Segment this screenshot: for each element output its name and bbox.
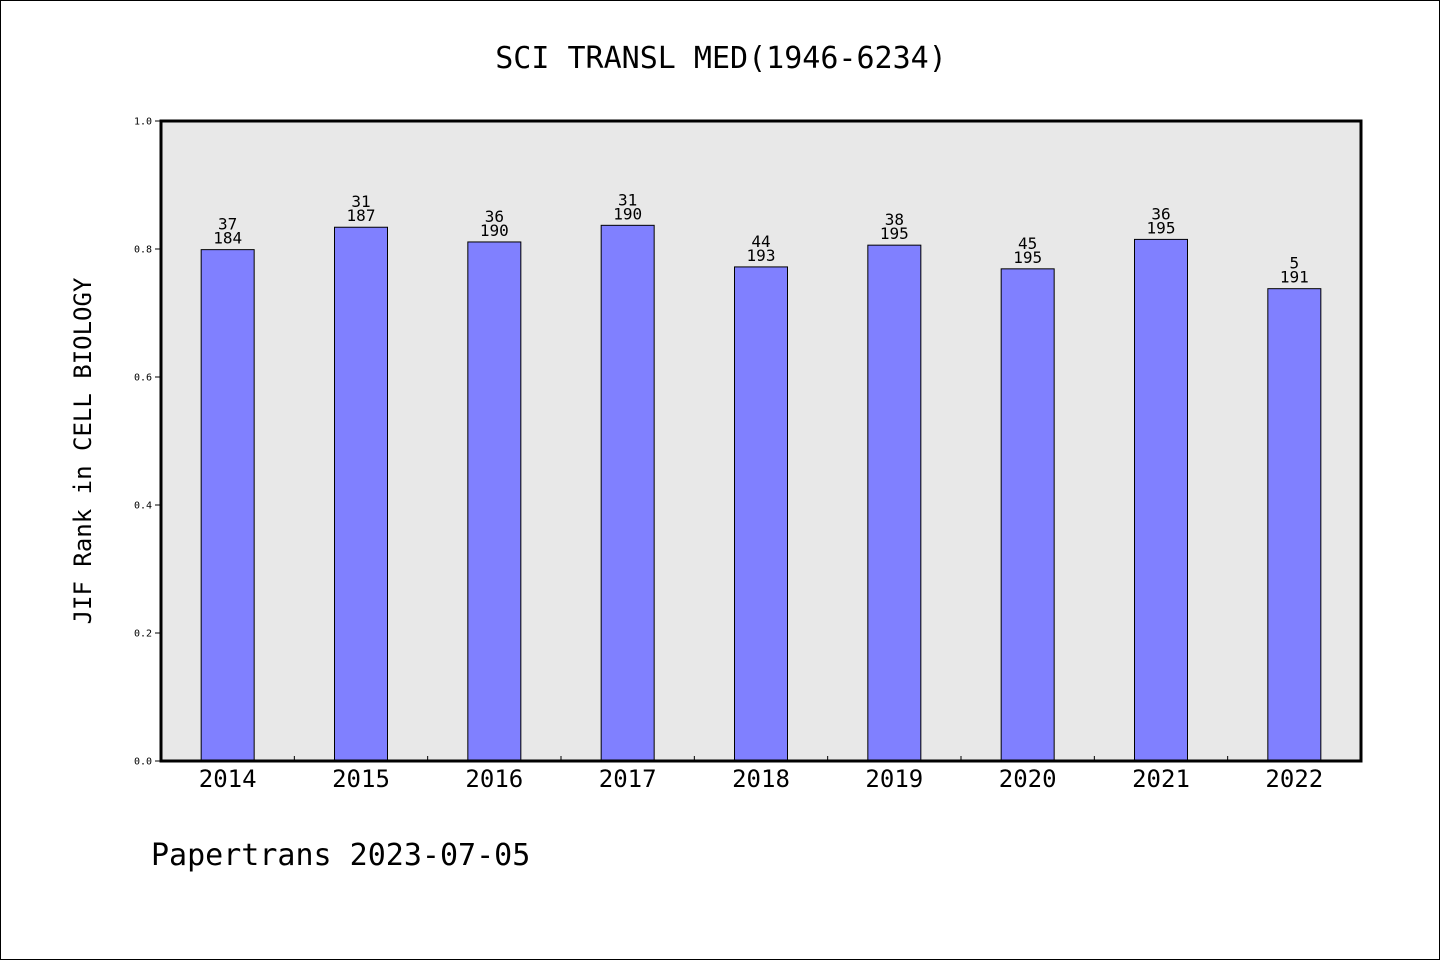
total-label-2018: 193 bbox=[747, 246, 776, 265]
bar-2019 bbox=[867, 244, 922, 762]
total-label-2014: 184 bbox=[213, 229, 242, 248]
y-tick-label-0.6: 0.6 bbox=[134, 373, 152, 384]
x-tick-label-2014: 2014 bbox=[199, 765, 257, 793]
y-axis: 0.0 0.2 0.4 0.6 0.8 1.0 bbox=[134, 117, 161, 768]
x-tick-label-2016: 2016 bbox=[465, 765, 523, 793]
chart-title: SCI TRANSL MED(1946-6234) bbox=[495, 41, 947, 76]
y-tick-label-0.4: 0.4 bbox=[134, 501, 152, 512]
rank-label-2016: 36 bbox=[485, 207, 504, 226]
total-label-2015: 187 bbox=[347, 206, 376, 225]
rank-label-2022: 5 bbox=[1290, 254, 1300, 273]
y-tick-label-0.8: 0.8 bbox=[134, 245, 152, 256]
rank-label-2021: 36 bbox=[1151, 204, 1170, 223]
y-tick-label-0.0: 0.0 bbox=[134, 757, 152, 768]
bar-2015 bbox=[334, 226, 388, 762]
plot-border bbox=[159, 119, 1363, 763]
bar-2016 bbox=[467, 241, 522, 762]
total-label-2021: 195 bbox=[1147, 218, 1176, 237]
y-tick-label-0.2: 0.2 bbox=[134, 629, 152, 640]
rank-label-2017: 31 bbox=[618, 190, 637, 209]
total-label-2022: 191 bbox=[1280, 268, 1309, 287]
footer-credit: Papertrans 2023-07-05 bbox=[151, 838, 530, 873]
total-label-2020: 195 bbox=[1013, 248, 1042, 267]
total-label-2019: 195 bbox=[880, 224, 909, 243]
y-tick-label-1.0: 1.0 bbox=[134, 117, 152, 128]
bar-2017 bbox=[600, 224, 655, 762]
rank-label-2018: 44 bbox=[751, 232, 770, 251]
bar-2014 bbox=[200, 249, 255, 762]
x-axis: 2014 2015 2016 2017 2018 2019 2020 2021 2022 bbox=[199, 756, 1323, 793]
x-tick-label-2019: 2019 bbox=[865, 765, 923, 793]
x-tick-label-2017: 2017 bbox=[599, 765, 657, 793]
total-label-2016: 190 bbox=[480, 221, 509, 240]
total-label-2017: 190 bbox=[613, 204, 642, 223]
y-axis-label: JIF Rank in CELL BIOLOGY bbox=[69, 277, 97, 624]
x-tick-label-2015: 2015 bbox=[332, 765, 390, 793]
bar-2018 bbox=[734, 266, 788, 762]
bar-2021 bbox=[1134, 238, 1188, 762]
bars-group bbox=[200, 224, 1322, 762]
rank-label-2015: 31 bbox=[351, 192, 370, 211]
x-tick-label-2020: 2020 bbox=[999, 765, 1057, 793]
rank-label-2020: 45 bbox=[1018, 234, 1037, 253]
x-tick-label-2018: 2018 bbox=[732, 765, 790, 793]
rank-label-2019: 38 bbox=[885, 210, 904, 229]
x-tick-label-2021: 2021 bbox=[1132, 765, 1190, 793]
x-tick-label-2022: 2022 bbox=[1265, 765, 1323, 793]
bar-2022 bbox=[1267, 288, 1322, 762]
rank-label-2014: 37 bbox=[218, 215, 237, 234]
bar-2020 bbox=[1000, 268, 1055, 762]
